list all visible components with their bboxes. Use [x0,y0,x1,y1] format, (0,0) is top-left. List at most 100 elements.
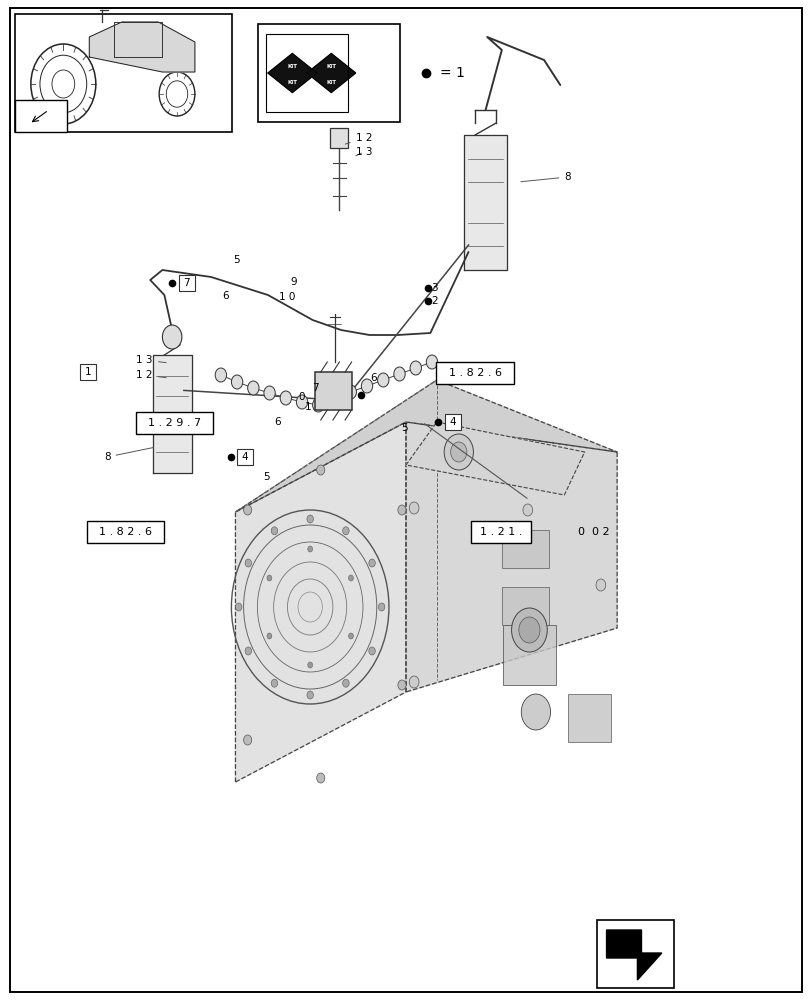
Circle shape [368,647,375,655]
Circle shape [444,434,473,470]
Text: KIT: KIT [326,81,336,86]
Text: 1 3: 1 3 [355,147,371,157]
Polygon shape [406,422,584,495]
Polygon shape [464,135,506,270]
Text: 9: 9 [290,277,297,287]
Circle shape [231,375,242,389]
Circle shape [345,385,356,399]
Circle shape [243,505,251,515]
Text: 4: 4 [242,452,248,462]
Circle shape [235,603,242,611]
Text: 7: 7 [183,278,190,288]
Text: = 1: = 1 [440,66,465,80]
Circle shape [595,579,605,591]
Circle shape [397,505,406,515]
Bar [15,14,232,132]
Polygon shape [152,355,191,473]
Circle shape [245,647,251,655]
Circle shape [243,735,251,745]
Text: 1: 1 [305,402,311,412]
Polygon shape [235,380,616,512]
Text: 6: 6 [274,417,281,427]
Polygon shape [268,53,316,92]
Text: 5: 5 [263,472,269,482]
Bar [330,128,348,148]
Circle shape [247,381,259,395]
Polygon shape [606,930,661,980]
Circle shape [267,633,272,639]
Circle shape [393,367,405,381]
Text: KIT: KIT [326,64,336,70]
Bar [178,275,195,291]
Text: 1 0: 1 0 [279,292,295,302]
Text: 5: 5 [233,255,239,265]
Circle shape [307,691,313,699]
Circle shape [348,633,353,639]
Text: 6: 6 [222,291,229,301]
Text: 1 . 8 2 . 6: 1 . 8 2 . 6 [99,527,152,537]
Circle shape [348,575,353,581]
Circle shape [307,662,312,668]
Bar [266,34,347,112]
Text: 1 2: 1 2 [136,370,166,380]
Circle shape [296,395,307,409]
Text: 2: 2 [431,296,437,306]
Circle shape [368,559,375,567]
Circle shape [522,504,532,516]
Bar [315,372,351,410]
Text: 7: 7 [311,383,318,393]
Text: KIT: KIT [287,64,297,70]
Circle shape [215,368,226,382]
Circle shape [267,575,272,581]
Bar [79,364,96,380]
Circle shape [271,679,277,687]
Circle shape [518,617,539,643]
Bar [258,24,400,122]
Circle shape [409,676,418,688]
Circle shape [378,603,384,611]
Circle shape [397,680,406,690]
Text: 0: 0 [298,392,304,402]
Text: 1 3: 1 3 [136,355,166,365]
Polygon shape [89,22,195,72]
Text: 0  0 2: 0 0 2 [577,527,609,537]
Circle shape [245,559,251,567]
Circle shape [342,527,349,535]
Circle shape [511,608,547,652]
Circle shape [377,373,388,387]
Bar [444,414,461,430]
Circle shape [271,527,277,535]
Circle shape [426,355,437,369]
Circle shape [410,361,421,375]
Bar [501,530,548,568]
Text: 5: 5 [401,423,407,433]
Circle shape [312,398,324,412]
Bar [135,412,212,434]
Circle shape [342,679,349,687]
Bar [15,100,67,132]
Circle shape [521,694,550,730]
Text: 1 . 8 2 . 6: 1 . 8 2 . 6 [448,368,501,378]
Bar [436,362,513,384]
Bar [568,694,610,742]
Bar [470,521,530,543]
Bar [501,587,548,625]
Circle shape [264,386,275,400]
Text: 1 2: 1 2 [345,133,371,144]
Text: 4: 4 [449,417,456,427]
Polygon shape [307,53,355,92]
Polygon shape [406,422,616,692]
Circle shape [280,391,291,405]
Text: 1: 1 [84,367,91,377]
Polygon shape [235,422,406,782]
Circle shape [316,773,324,783]
Circle shape [316,465,324,475]
Circle shape [450,442,466,462]
Circle shape [307,546,312,552]
Circle shape [409,502,418,514]
Bar [596,920,673,988]
Text: KIT: KIT [287,81,297,86]
Circle shape [162,325,182,349]
Bar [503,625,556,685]
Text: 6: 6 [370,373,376,383]
